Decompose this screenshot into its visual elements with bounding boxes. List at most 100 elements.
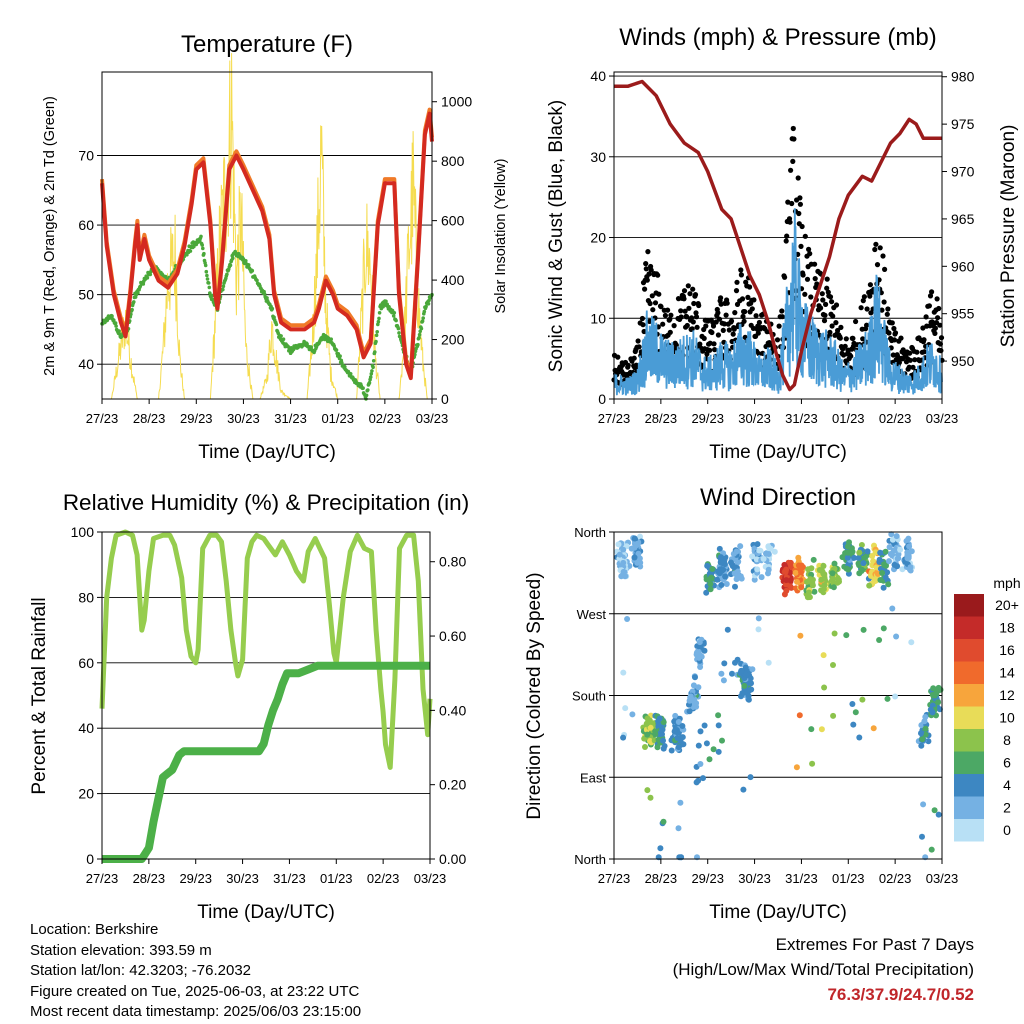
direction-point (655, 722, 662, 729)
wind-direction-panel: Wind Direction North West South East North 27… (524, 484, 1021, 923)
extremes-box: Extremes For Past 7 Days (High/Low/Max W… (673, 932, 974, 1007)
gust-point (687, 291, 693, 297)
dewpoint-point (392, 311, 397, 315)
colorbar-label: 14 (999, 665, 1015, 681)
gust-point (797, 195, 803, 201)
colorbar-swatch (954, 684, 984, 707)
dewpoint-point (130, 307, 134, 312)
gust-point (665, 307, 671, 313)
dewpoint-point (364, 393, 369, 398)
direction-point (629, 711, 636, 718)
gust-point (829, 323, 835, 329)
gust-point (848, 353, 854, 359)
direction-point (859, 566, 866, 573)
direction-point (728, 559, 734, 566)
y-tick-label: 60 (78, 217, 94, 233)
x-tick-label: 30/23 (738, 871, 771, 886)
direction-point (715, 748, 722, 755)
gust-point (655, 272, 661, 278)
temperature-title: Temperature (F) (181, 31, 353, 58)
gust-point (796, 210, 802, 217)
direction-point (715, 569, 722, 576)
dewpoint-point (207, 285, 212, 290)
direction-point (905, 554, 912, 561)
x-tick-label: 01/23 (321, 411, 354, 426)
gust-point (827, 294, 834, 300)
y2-tick-label: 400 (441, 272, 465, 288)
dewpoint-point (255, 278, 259, 283)
direction-point (674, 735, 681, 741)
gust-point (720, 327, 726, 333)
gust-point (837, 335, 843, 341)
gust-point (646, 271, 652, 277)
direction-point (893, 533, 900, 540)
direction-title: Wind Direction (700, 484, 856, 511)
speed-colorbar: mph 20+ 18 16 14 12 10 8 6 4 2 0 (954, 575, 1021, 842)
direction-point (876, 556, 883, 563)
winds-plot-frame (613, 71, 943, 400)
direction-point (850, 721, 857, 728)
y-tick-label: West (577, 607, 607, 622)
direction-point (622, 705, 629, 712)
gust-point (890, 352, 896, 358)
direction-point (928, 846, 935, 853)
x-tick-label: 27/23 (86, 871, 119, 886)
gust-point (678, 308, 684, 314)
gust-point (696, 302, 702, 309)
direction-point (616, 551, 623, 558)
gust-point (723, 312, 729, 318)
temperature-2m-line (100, 111, 434, 381)
direction-point (851, 554, 858, 561)
gust-point (652, 300, 659, 306)
gust-point (812, 261, 818, 267)
direction-point (721, 660, 728, 667)
direction-point (830, 584, 837, 591)
gust-point (824, 285, 830, 291)
direction-point (899, 566, 906, 573)
gust-point (641, 328, 647, 335)
direction-point (620, 568, 627, 575)
direction-point (809, 582, 816, 589)
direction-point (718, 582, 725, 588)
direction-point (884, 695, 891, 702)
gust-point (647, 300, 653, 307)
gust-point (934, 296, 940, 302)
direction-point (745, 696, 752, 703)
direction-point (929, 691, 936, 698)
direction-point (821, 684, 828, 691)
direction-point (753, 556, 760, 563)
direction-point (620, 559, 627, 566)
dewpoint-point (141, 282, 146, 286)
direction-point (737, 543, 744, 550)
direction-point (849, 701, 856, 707)
dewpoint-point (113, 321, 118, 325)
direction-point (710, 746, 717, 753)
colorbar-swatch (954, 774, 984, 797)
direction-point (886, 544, 893, 551)
direction-point (671, 728, 678, 735)
gust-point (685, 283, 691, 289)
direction-point (798, 584, 805, 591)
direction-point (811, 588, 818, 595)
gust-point (833, 320, 839, 326)
colorbar-swatch (954, 639, 984, 662)
direction-point (720, 677, 727, 684)
direction-point (675, 825, 682, 832)
gust-point (643, 261, 649, 267)
dewpoint-point (397, 331, 401, 335)
direction-point (830, 712, 837, 719)
gust-point (806, 246, 812, 252)
dewpoint-point (199, 234, 203, 239)
gust-point (795, 175, 801, 181)
gust-point (631, 355, 637, 361)
direction-point (925, 738, 932, 745)
gust-point (749, 306, 755, 312)
x-tick-label: 03/23 (926, 871, 959, 886)
colorbar-label: 12 (999, 687, 1015, 703)
direction-point (696, 639, 703, 646)
humidity-title: Relative Humidity (%) & Precipitation (i… (63, 490, 469, 515)
gust-point (732, 310, 738, 316)
gust-point (864, 322, 870, 328)
x-tick-label: 28/23 (645, 411, 678, 426)
gust-point (799, 223, 805, 230)
